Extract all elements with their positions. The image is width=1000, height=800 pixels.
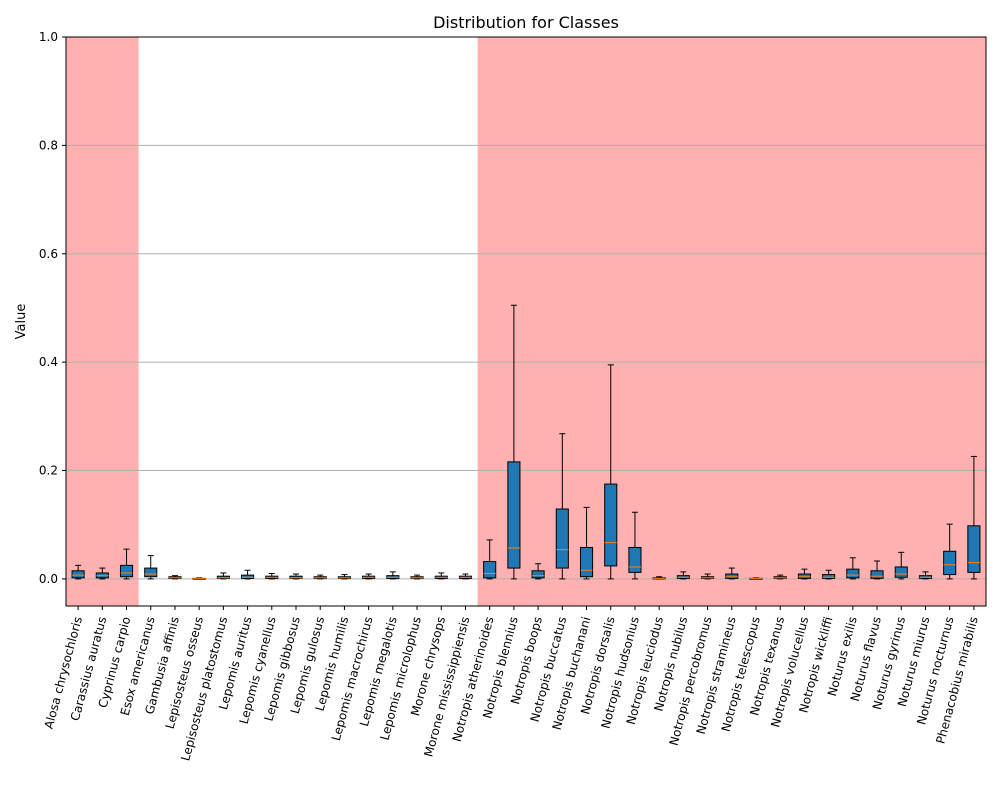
box xyxy=(894,566,908,578)
box xyxy=(822,574,836,579)
y-tick-label: 0.8 xyxy=(39,138,58,152)
highlight-band xyxy=(66,37,139,606)
box xyxy=(725,573,739,579)
box-series xyxy=(71,304,981,580)
highlight-band xyxy=(477,37,986,606)
y-tick-label: 0.4 xyxy=(39,355,58,369)
chart-title: Distribution for Classes xyxy=(433,13,619,32)
box xyxy=(289,575,303,579)
box xyxy=(797,573,811,579)
y-tick-label: 1.0 xyxy=(39,30,58,44)
box xyxy=(579,546,594,578)
y-tick-label: 0.2 xyxy=(39,464,58,478)
box xyxy=(216,575,230,579)
box xyxy=(846,568,860,579)
y-tick-label: 0.6 xyxy=(39,247,58,261)
y-axis: 0.0 0.2 0.4 0.6 0.8 1.0 xyxy=(39,30,66,586)
box xyxy=(628,546,642,573)
box xyxy=(144,567,158,578)
highlight-bands xyxy=(66,37,986,606)
box xyxy=(241,574,255,579)
box xyxy=(967,525,981,573)
y-tick-label: 0.0 xyxy=(39,572,58,586)
box xyxy=(483,561,497,579)
box xyxy=(870,570,884,579)
y-axis-label: Value xyxy=(14,304,29,340)
box xyxy=(71,570,85,579)
box xyxy=(943,550,957,576)
box xyxy=(507,461,521,569)
plot-frame xyxy=(65,36,987,607)
box xyxy=(555,508,569,569)
box xyxy=(604,483,618,567)
box xyxy=(119,564,134,578)
box xyxy=(531,570,545,579)
